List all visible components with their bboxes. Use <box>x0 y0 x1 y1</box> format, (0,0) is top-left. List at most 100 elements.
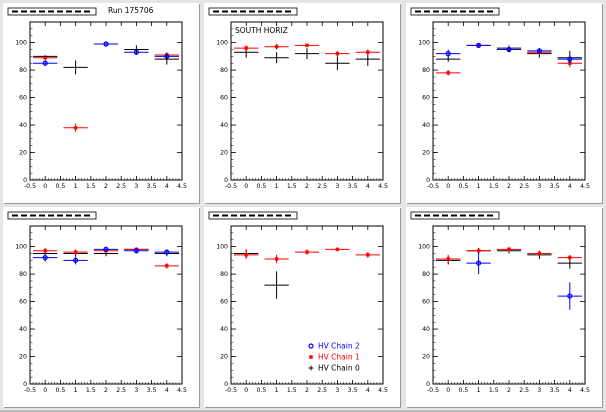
x-tick-label: 3.5 <box>550 183 560 190</box>
y-tick-label: 40 <box>19 326 27 333</box>
x-tick-label: 1 <box>477 387 481 394</box>
x-tick-label: 2 <box>507 387 511 394</box>
title-box-glyph <box>276 214 282 217</box>
y-tick-label: 100 <box>216 40 228 47</box>
data-point-hv1 <box>567 255 572 260</box>
data-point-hv0 <box>44 55 46 57</box>
x-tick-label: 0.5 <box>55 387 65 394</box>
title-box-glyph <box>213 214 219 217</box>
legend-label: HV Chain 2 <box>318 342 360 351</box>
y-tick-label: 0 <box>426 177 430 184</box>
data-point-hv1 <box>43 55 48 60</box>
data-point-hv1 <box>365 50 370 55</box>
chart-panel-2: -0.5 0 0.5 1 1.5 2 2.5 3 3.5 4 4.5 0 20 40 60 80 100 SOUT… <box>204 3 401 204</box>
y-tick-label: 0 <box>23 381 27 388</box>
x-tick-label: 3 <box>335 183 339 190</box>
title-box-glyph <box>478 214 484 217</box>
x-tick-label: 4 <box>165 183 169 190</box>
data-point-hv1 <box>446 70 451 75</box>
title-box-glyph <box>66 214 72 217</box>
run-label: Run 175706 <box>108 6 154 15</box>
title-box-glyph <box>12 10 18 13</box>
title-box-glyph <box>30 10 36 13</box>
y-tick-label: 20 <box>422 354 430 361</box>
data-point-hv1 <box>244 46 249 51</box>
x-tick-label: -0.5 <box>427 387 439 394</box>
x-tick-label: 2.5 <box>116 387 126 394</box>
title-box-glyph <box>66 10 72 13</box>
legend-label: HV Chain 1 <box>318 353 360 362</box>
legend-marker-star <box>309 355 313 359</box>
title-box-glyph <box>424 214 430 217</box>
y-tick-label: 20 <box>19 354 27 361</box>
data-point-hv1 <box>43 248 48 253</box>
title-box-glyph <box>21 214 27 217</box>
title-box-glyph <box>231 10 237 13</box>
x-tick-label: -0.5 <box>24 183 36 190</box>
y-tick-label: 80 <box>220 271 228 278</box>
title-box-glyph <box>213 10 219 13</box>
y-tick-label: 40 <box>220 122 228 129</box>
x-tick-label: 2 <box>104 387 108 394</box>
x-tick-label: 1 <box>74 183 78 190</box>
title-box-glyph <box>39 214 45 217</box>
y-tick-label: 40 <box>220 326 228 333</box>
x-tick-label: 1.5 <box>86 387 96 394</box>
data-point-hv2 <box>567 293 573 299</box>
title-box-glyph <box>267 214 273 217</box>
title-box-glyph <box>415 10 421 13</box>
data-point-hv2 <box>567 56 573 62</box>
data-point-hv2 <box>445 50 451 57</box>
y-tick-label: 20 <box>220 150 228 157</box>
legend-marker-cross <box>308 365 314 371</box>
x-tick-label: 0 <box>43 387 47 394</box>
y-tick-label: 100 <box>418 244 430 251</box>
title-box-glyph <box>12 214 18 217</box>
x-tick-label: 0.5 <box>256 387 266 394</box>
title-box-glyph <box>30 214 36 217</box>
x-tick-label: 4.5 <box>378 183 388 190</box>
data-point-hv0 <box>166 58 168 60</box>
title-box-glyph <box>285 10 291 13</box>
data-point-hv1 <box>73 125 78 130</box>
data-point-hv1 <box>537 251 542 256</box>
title-box-glyph <box>487 10 493 13</box>
x-tick-label: -0.5 <box>225 387 237 394</box>
data-point-hv1 <box>305 43 309 48</box>
data-point-hv2 <box>72 257 79 263</box>
data-point-hv2 <box>475 260 482 266</box>
data-point-hv2 <box>133 248 139 254</box>
x-tick-label: 4.5 <box>378 387 388 394</box>
data-point-hv1 <box>274 256 279 261</box>
x-tick-label: 1.5 <box>86 183 96 190</box>
x-tick-label: 4 <box>366 387 370 394</box>
x-tick-label: 0.5 <box>55 183 65 190</box>
x-tick-label: 4 <box>568 387 572 394</box>
data-point-hv2 <box>42 254 48 261</box>
legend-label: HV Chain 0 <box>318 364 360 373</box>
x-tick-label: 3 <box>134 183 138 190</box>
x-tick-label: 0 <box>43 183 47 190</box>
title-box-glyph <box>460 214 466 217</box>
x-tick-label: 3.5 <box>147 387 157 394</box>
title-box-glyph <box>433 214 439 217</box>
y-tick-label: 80 <box>19 67 27 74</box>
data-point-hv1 <box>507 247 511 252</box>
x-tick-label: 1.5 <box>489 183 499 190</box>
x-tick-label: 2 <box>104 183 108 190</box>
y-tick-label: 100 <box>15 40 27 47</box>
title-box-glyph <box>240 214 246 217</box>
x-tick-label: 1 <box>477 183 481 190</box>
y-tick-label: 100 <box>418 40 430 47</box>
title-box-glyph <box>57 10 63 13</box>
title-box-glyph <box>249 10 255 13</box>
title-box-glyph <box>478 10 484 13</box>
data-point-hv1 <box>305 250 309 255</box>
y-tick-label: 0 <box>426 381 430 388</box>
data-point-hv2 <box>164 249 170 255</box>
y-tick-label: 0 <box>23 177 27 184</box>
